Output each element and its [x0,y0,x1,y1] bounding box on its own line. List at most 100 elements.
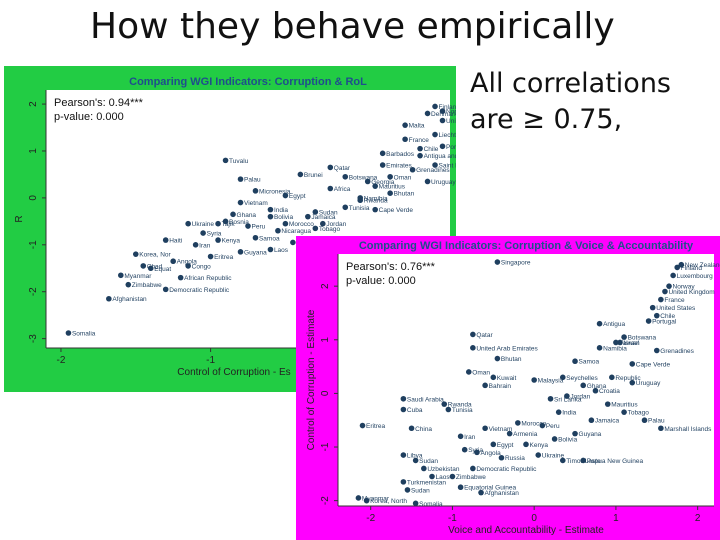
scatter-point [424,178,431,185]
y-tick-label: 2 [28,101,39,107]
scatter-point [162,237,169,243]
point-label: Sudan [419,458,438,465]
scatter-point [372,183,378,189]
point-label: Antigua and Barbuda [424,153,456,160]
point-label: Mauritius [379,184,406,191]
point-label: Singapore [501,260,531,267]
point-label: Tobago [628,410,650,417]
point-label: Oman [394,174,412,181]
point-label: Namibia [364,195,388,202]
point-label: Grenadines [660,348,694,355]
scatter-point [342,204,349,211]
point-label: United States [656,305,696,312]
chart-corruption-voice: Comparing WGI Indicators: Corruption & V… [296,236,720,540]
point-label: Ghana [587,383,607,390]
scatter-point [629,379,636,386]
point-label: Somalia [419,501,443,508]
y-tick-label: 2 [320,283,331,289]
x-tick-label: 1 [613,513,619,524]
point-label: Norway [446,109,456,116]
scatter-point [658,425,664,432]
scatter-point [559,457,566,464]
scatter-point [305,213,311,220]
point-label: Seychelles [566,375,598,382]
scatter-point [670,272,676,279]
scatter-point [162,286,169,293]
scatter-point [65,330,72,336]
scatter-point [170,258,176,265]
point-label: Tunisia [349,205,370,212]
scatter-point [400,406,407,413]
side-note-line-2: are ≥ 0.75, [470,104,623,135]
y-axis-label: R [14,215,25,222]
scatter-point [551,436,558,442]
scatter-point [327,185,334,192]
point-label: Bhutan [501,356,522,363]
point-label: Jamaica [595,418,620,425]
scatter-point [580,382,587,389]
scatter-point [429,473,435,480]
scatter-point [355,495,362,501]
slide-title: How they behave empirically [90,6,615,47]
scatter-point [621,409,627,415]
scatter-point [494,259,501,265]
scatter-point [215,237,221,243]
point-label: India [274,207,288,214]
scatter-point [282,192,289,199]
point-label: Angola [480,450,501,457]
point-label: Uruguay [431,179,456,186]
point-label: Bolivia [558,436,578,443]
point-label: Finland [681,265,703,272]
point-label: Bhutan [394,191,415,198]
scatter-point [572,430,578,437]
point-label: Ukraine [542,453,565,460]
point-label: Peru [546,423,560,430]
scatter-point [402,122,408,128]
scatter-point [465,369,472,375]
point-label: France [664,297,685,304]
scatter-point [282,220,289,227]
point-label: Ukraine [192,221,215,228]
scatter-point [342,173,349,180]
scatter-point [498,454,505,461]
scatter-point [200,230,206,236]
point-label: Timor-Leste [566,458,601,465]
point-label: Libya [407,453,423,460]
scatter-point [649,304,656,311]
point-label: France [409,137,430,144]
point-label: Republic [615,375,641,382]
point-label: Laos [274,247,289,254]
point-label: Laos [436,474,451,481]
scatter-point [457,433,464,440]
point-label: Congo [192,263,212,270]
point-label: Iran [464,434,476,441]
point-label: Zimbabwe [132,282,162,289]
point-label: Eritrea [366,423,386,430]
point-label: Afghanistan [485,490,520,497]
scatter-point [275,227,281,234]
scatter-point [400,452,407,458]
point-label: Qatar [476,332,493,339]
chart-title: Comparing WGI Indicators: Corruption & R… [129,76,367,88]
point-label: Sudan [319,209,338,216]
x-tick-label: 2 [695,513,701,524]
point-label: Emirates [386,163,412,170]
scatter-point [297,171,304,178]
x-tick-label: -2 [57,355,66,366]
point-label: India [562,410,576,417]
point-label: Jordan [570,394,590,401]
point-label: Saudi Arabia [407,396,444,403]
point-label: Samoa [259,235,280,242]
scatter-point [267,213,274,220]
point-label: Bahrain [489,383,512,390]
scatter-point [185,220,191,227]
scatter-point [215,220,221,227]
point-label: Jordan [326,221,346,228]
scatter-point [555,409,562,415]
scatter-point [478,489,484,496]
chart-corruption-voice-svg: Comparing WGI Indicators: Corruption & V… [296,236,720,540]
point-label: Guyana [579,431,602,438]
point-label: Sudan [411,487,430,494]
point-label: Liechtenstein [439,132,456,139]
point-label: Equatorial Guinea [464,485,516,492]
